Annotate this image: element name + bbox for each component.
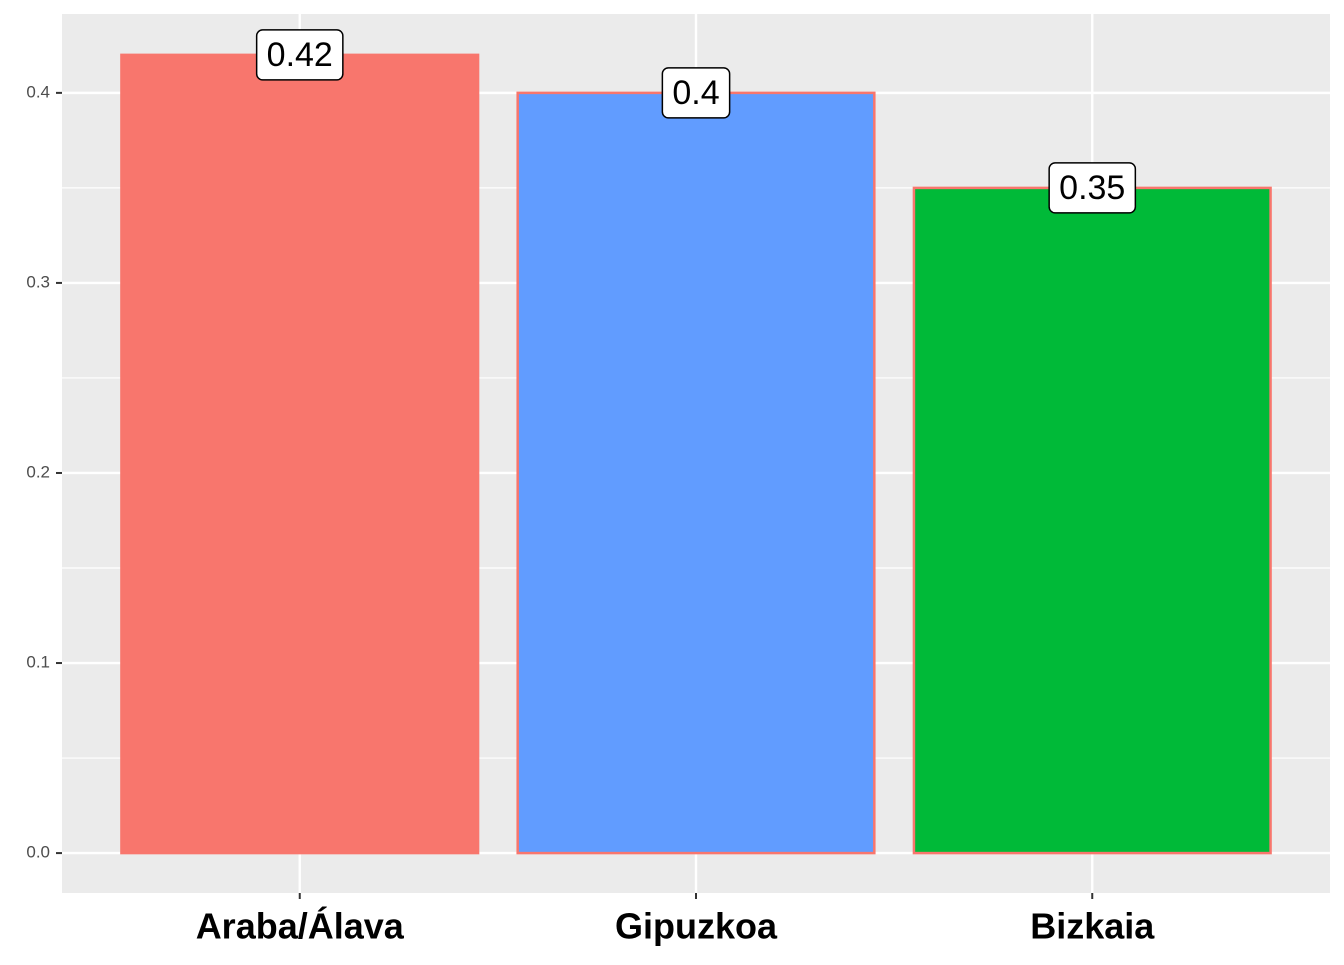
y-tick-label: 0.2 [26, 462, 50, 481]
data-label: 0.4 [672, 74, 719, 112]
x-tick-label: Bizkaia [1030, 906, 1155, 947]
data-label-box [661, 67, 731, 119]
bar [516, 91, 876, 855]
data-label: 0.35 [1059, 169, 1125, 207]
x-tick-label: Gipuzkoa [615, 906, 778, 947]
data-label: 0.42 [267, 36, 333, 74]
y-tick-label: 0.4 [26, 82, 50, 101]
y-tick-label: 0.3 [26, 272, 50, 291]
data-label-box [255, 29, 344, 81]
bar [912, 186, 1272, 855]
bar [120, 53, 480, 855]
x-tick-label: Araba/Álava [196, 906, 405, 947]
data-label-box [1048, 162, 1137, 214]
y-tick-label: 0.1 [26, 653, 50, 672]
y-tick-label: 0.0 [26, 843, 50, 862]
